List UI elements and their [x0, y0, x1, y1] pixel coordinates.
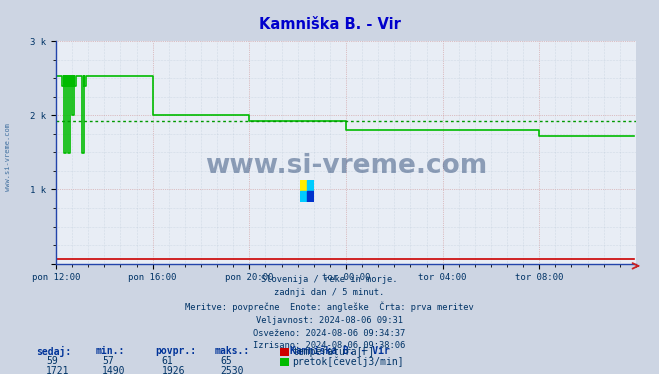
Text: min.:: min.:: [96, 346, 125, 356]
Text: maks.:: maks.:: [214, 346, 249, 356]
Text: 59: 59: [46, 356, 58, 366]
Bar: [307, 180, 314, 191]
Text: 1490: 1490: [102, 366, 126, 374]
Text: www.si-vreme.com: www.si-vreme.com: [5, 123, 11, 191]
Text: www.si-vreme.com: www.si-vreme.com: [205, 153, 487, 179]
Text: 65: 65: [221, 356, 233, 366]
Text: povpr.:: povpr.:: [155, 346, 196, 356]
Text: Kamniška B. - Vir: Kamniška B. - Vir: [290, 346, 390, 356]
Text: 1926: 1926: [161, 366, 185, 374]
Text: temperatura[F]: temperatura[F]: [292, 347, 374, 357]
Text: Kamniška B. - Vir: Kamniška B. - Vir: [258, 17, 401, 32]
Bar: [300, 180, 307, 191]
Text: pretok[čevelj3/min]: pretok[čevelj3/min]: [292, 356, 403, 367]
Text: Slovenija / reke in morje.
zadnji dan / 5 minut.
Meritve: povprečne  Enote: angl: Slovenija / reke in morje. zadnji dan / …: [185, 275, 474, 350]
Text: 61: 61: [161, 356, 173, 366]
Text: 2530: 2530: [221, 366, 244, 374]
Text: 57: 57: [102, 356, 114, 366]
Text: 1721: 1721: [46, 366, 70, 374]
Bar: [300, 191, 307, 202]
Text: sedaj:: sedaj:: [36, 346, 71, 357]
Bar: [307, 191, 314, 202]
